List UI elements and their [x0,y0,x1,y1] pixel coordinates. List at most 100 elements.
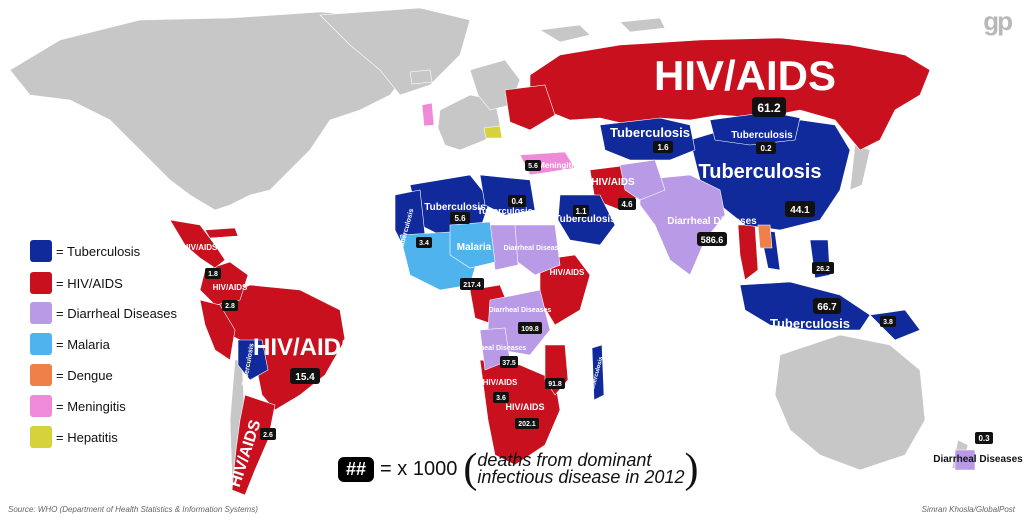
mongolia-value: 0.2 [760,144,772,153]
philippines-value-box: 26.2 [812,262,834,274]
kazakhstan-disease-label: Tuberculosis [610,125,690,140]
fiji-disease-label: Diarrheal Diseases [933,454,1023,465]
angola-value-box: 37.5 [500,356,518,368]
iran-value: 4.6 [621,200,633,209]
iceland-land [409,69,433,85]
morocco-value-box: 3.4 [416,237,432,248]
sudan-disease-label: Diarrheal Diseases [504,245,567,252]
philippines-value: 26.2 [816,266,830,273]
brazil-value: 15.4 [295,372,315,383]
legend-swatch-hiv [30,272,52,294]
indonesia-disease-label: Tuberculosis [770,316,850,331]
mali-disease-label: Malaria [457,242,492,253]
europe-east-region [504,84,556,131]
legend-swatch-dengue [30,364,52,386]
legend-label-meningitis: = Meningitis [56,398,126,414]
libya-value: 0.4 [511,197,523,206]
china-value-box: 44.1 [785,201,815,217]
dengue-regions [757,224,773,249]
brazil-value-box: 15.4 [290,368,320,384]
indonesia-value-box: 66.7 [813,298,841,314]
saudi-value: 1.1 [575,207,587,216]
arctic-islands [539,17,666,43]
libya-value-box: 0.4 [508,195,526,207]
southafrica-value-box: 202.1 [515,418,539,429]
colombia-disease-label: HIV/AIDS [213,283,248,292]
key-multiplier: = x 1000 [380,457,458,480]
kazakhstan-value-box: 1.6 [653,141,673,153]
iran-disease-label: HIV/AIDS [591,177,635,188]
legend-item-hepatitis: = Hepatitis [30,426,118,448]
europe-land [437,94,501,151]
india-disease-label: Diarrheal Diseases [667,216,757,227]
drc-value-box: 109.8 [518,322,542,334]
japan-land [849,144,871,191]
morocco-value: 3.4 [419,240,429,247]
argentina-region [231,394,276,496]
legend-label-malaria: = Malaria [56,336,110,352]
india-value: 586.6 [701,235,724,245]
key-symbol: ## [338,456,375,482]
nigeria-value-box: 217.4 [460,278,484,290]
ethiopia-disease-label: HIV/AIDS [550,268,585,277]
nigeria-value: 217.4 [463,282,481,289]
kazakhstan-value: 1.6 [657,143,669,152]
png-value: 3.8 [883,319,893,326]
mali-region [449,221,496,269]
russia-value-box: 61.2 [752,97,786,117]
png-value-box: 3.8 [880,316,896,327]
legend-swatch-meningitis [30,395,52,417]
iran-value-box: 4.6 [618,198,636,210]
bolivia-region [237,339,269,381]
pacific-value-box: 0.3 [975,432,993,444]
colombia-value: 2.8 [225,303,235,310]
key-open-paren: ( [463,446,478,492]
value-key: ## = x 1000 ( deaths from dominant infec… [338,448,698,490]
key-description-line2: infectious disease in 2012 [477,467,685,487]
legend-swatch-malaria [30,333,52,355]
colombia-value-box: 2.8 [222,300,238,311]
madagascar-region [591,344,605,401]
mozambique-value-box: 91.8 [545,378,565,389]
turkey-value: 5.6 [528,163,538,170]
mexico-disease-label: HIV/AIDS [183,243,218,252]
mexico-region [169,219,226,269]
saudi-region [557,194,616,246]
greenland-land [319,7,471,96]
mozambique-value: 91.8 [548,381,562,388]
key-description: deaths from dominant infectious disease … [477,450,685,487]
argentina-value-box: 2.6 [260,428,276,440]
legend-item-dengue: = Dengue [30,364,113,386]
source-note: Source: WHO (Department of Health Statis… [8,505,258,514]
mexico-value-box: 1.8 [205,268,221,279]
southafrica-disease-label: HIV/AIDS [505,402,544,412]
argentina-value: 2.6 [263,432,273,439]
cuba-region [204,227,239,239]
fiji-region [954,449,976,471]
legend-item-tuberculosis: = Tuberculosis [30,240,140,262]
hepatitis-regions [483,125,503,139]
indonesia-region [739,281,871,331]
diarrheal-regions [479,159,976,471]
southafrica-value: 202.1 [518,421,536,428]
saudi-value-box: 1.1 [573,205,589,217]
saudi-disease-label: Tuberculosis [554,214,616,225]
pakistan-region [619,159,666,201]
legend-swatch-hepatitis [30,426,52,448]
libya-disease-label: Tuberculosis [477,206,532,216]
indonesia-value: 66.7 [817,302,837,313]
namibia-value: 3.6 [496,395,506,402]
southern-africa-region [479,359,561,466]
north-america-land [9,11,431,211]
india-value-box: 586.6 [697,232,727,246]
drc-value: 109.8 [521,326,539,333]
legend-item-meningitis: = Meningitis [30,395,126,417]
china-disease-label: Tuberculosis [699,161,822,183]
legend-item-diarrheal: = Diarrheal Diseases [30,302,177,324]
legend-label-hiv: = HIV/AIDS [56,275,123,291]
legend-label-hepatitis: = Hepatitis [56,429,118,445]
key-description-line1: deaths from dominant [477,450,652,470]
mongolia-value-box: 0.2 [756,142,776,154]
mongolia-disease-label: Tuberculosis [731,130,793,141]
